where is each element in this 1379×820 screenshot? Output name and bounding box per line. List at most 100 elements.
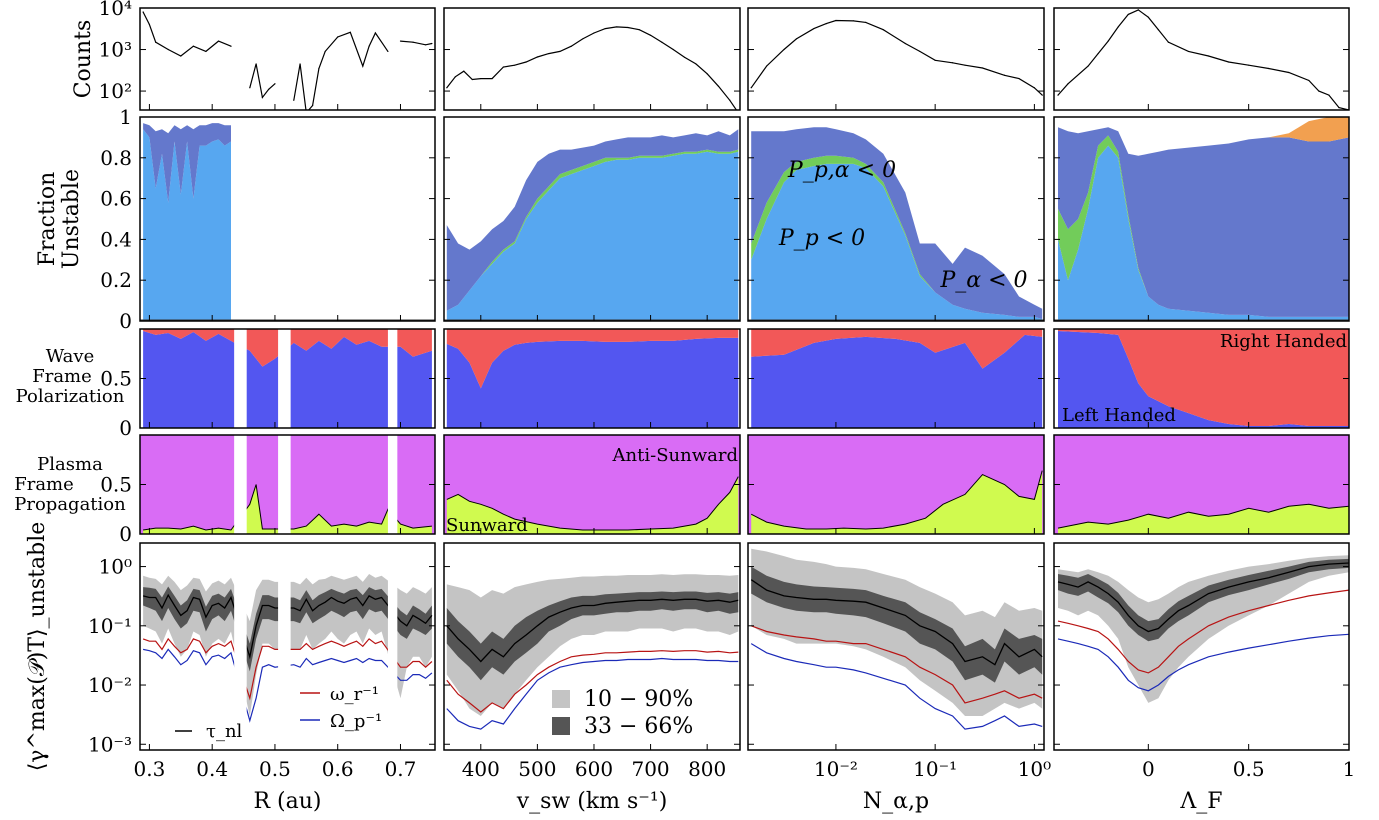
legend-band-33-66-swatch	[552, 717, 570, 735]
counts-point	[638, 29, 640, 31]
ylabel-propagation-0: Plasma	[37, 454, 103, 475]
growth-line-omega-r	[446, 650, 739, 713]
counts-line-2-0	[750, 19, 1043, 96]
polarization-area-left-handed	[446, 337, 739, 428]
fraction-panel-3	[1054, 117, 1349, 321]
counts-line-1-0	[446, 26, 738, 110]
xtick-col-1: 400	[462, 757, 500, 781]
anno-left-handed: Left Handed	[1062, 405, 1176, 426]
counts-point	[1018, 77, 1020, 80]
counts-point	[706, 73, 708, 75]
growth-panel-3	[1057, 555, 1349, 703]
counts-point	[525, 61, 527, 63]
data-gap-1	[278, 329, 291, 428]
counts-point	[274, 83, 276, 85]
xtick-col-1: 500	[518, 757, 556, 781]
ylabel-polarization-0: Wave	[46, 346, 95, 367]
counts-point	[306, 112, 307, 113]
xtick-col-0: 0.7	[385, 757, 417, 781]
counts-point	[1137, 9, 1139, 11]
counts-point	[750, 87, 752, 89]
polarization-area-left-handed	[751, 334, 1043, 428]
growth-line-omega-p	[1057, 633, 1349, 692]
fraction-area-p-	[751, 127, 1043, 319]
ytick-polarization: 0	[119, 416, 132, 440]
data-gap-2	[387, 329, 398, 428]
xlabel-col-3: Λ_F	[1179, 789, 1222, 814]
counts-point	[627, 26, 629, 29]
counts-point	[604, 27, 606, 30]
counts-point	[616, 26, 618, 28]
counts-point	[514, 64, 516, 66]
counts-point	[729, 99, 731, 101]
counts-point	[964, 64, 966, 66]
ylabel-fraction-1: Fraction	[35, 172, 60, 267]
ytick-counts: 10⁴	[99, 0, 132, 20]
xtick-col-1: 800	[688, 757, 726, 781]
counts-point	[1067, 83, 1069, 85]
counts-point	[1157, 29, 1159, 31]
counts-point	[952, 62, 954, 64]
counts-point	[825, 23, 827, 25]
polarization-area-right-handed	[446, 329, 739, 389]
propagation-area-sunward	[751, 470, 1043, 534]
data-gap-0	[234, 543, 247, 750]
counts-point	[1308, 79, 1310, 82]
counts-panel-0	[142, 11, 433, 113]
counts-point	[368, 45, 370, 47]
counts-point	[1207, 55, 1210, 57]
panel-frame	[1053, 7, 1350, 111]
counts-point	[548, 52, 550, 55]
counts-point	[491, 77, 493, 80]
counts-point	[454, 76, 456, 78]
counts-point	[1147, 16, 1149, 18]
counts-point	[399, 40, 402, 42]
ytick-fraction: 0.6	[100, 187, 132, 211]
data-gap-1	[278, 435, 291, 534]
ytick-propagation: 0	[119, 522, 132, 546]
counts-point	[142, 11, 144, 13]
growth-panel-2	[750, 548, 1043, 730]
propagation-panel-1	[444, 435, 740, 534]
counts-point	[536, 56, 538, 58]
xtick-col-1: 600	[575, 757, 613, 781]
anno-sunward: Sunward	[446, 515, 528, 536]
anno-anti-sunward: Anti-Sunward	[612, 445, 738, 466]
counts-point	[349, 31, 351, 33]
xtick-col-2: 10⁻²	[814, 757, 858, 781]
counts-point	[374, 32, 376, 34]
counts-point	[852, 20, 854, 22]
legend-omega-p-label: Ω_p⁻¹	[330, 711, 382, 732]
xtick-col-2: 10⁻¹	[913, 757, 957, 781]
ytick-growth: 10⁻³	[88, 732, 132, 756]
counts-point	[661, 41, 663, 43]
counts-line-0-1	[249, 63, 276, 99]
counts-point	[1107, 40, 1109, 42]
panel-frame	[747, 7, 1045, 111]
legend-band-33-66-label: 33 − 66%	[584, 714, 693, 739]
data-gap-0	[234, 435, 247, 534]
ytick-counts: 10²	[99, 79, 132, 103]
xtick-col-3: 0.5	[1233, 757, 1265, 781]
counts-point	[387, 50, 389, 53]
xlabel-col-1: v_sw (km s⁻¹)	[516, 789, 668, 814]
growth-band-10-90	[751, 548, 1043, 716]
counts-point	[155, 41, 157, 43]
ytick-fraction: 0	[119, 309, 132, 333]
ytick-fraction: 0.8	[100, 146, 132, 170]
counts-point	[192, 45, 194, 47]
propagation-panel-2	[748, 435, 1044, 534]
counts-point	[217, 40, 220, 42]
ytick-fraction: 1	[119, 105, 132, 129]
counts-point	[1288, 71, 1290, 74]
ytick-growth: 10⁻¹	[88, 614, 132, 638]
panel-frame	[443, 542, 741, 751]
counts-point	[865, 21, 867, 24]
counts-point	[738, 112, 739, 113]
xlabel-col-2: N_α,p	[863, 789, 929, 814]
counts-point	[180, 55, 182, 57]
counts-point	[593, 32, 595, 34]
legend-tau-nl-label: τ_nl	[206, 721, 243, 742]
counts-point	[1033, 87, 1035, 89]
counts-point	[582, 38, 584, 40]
